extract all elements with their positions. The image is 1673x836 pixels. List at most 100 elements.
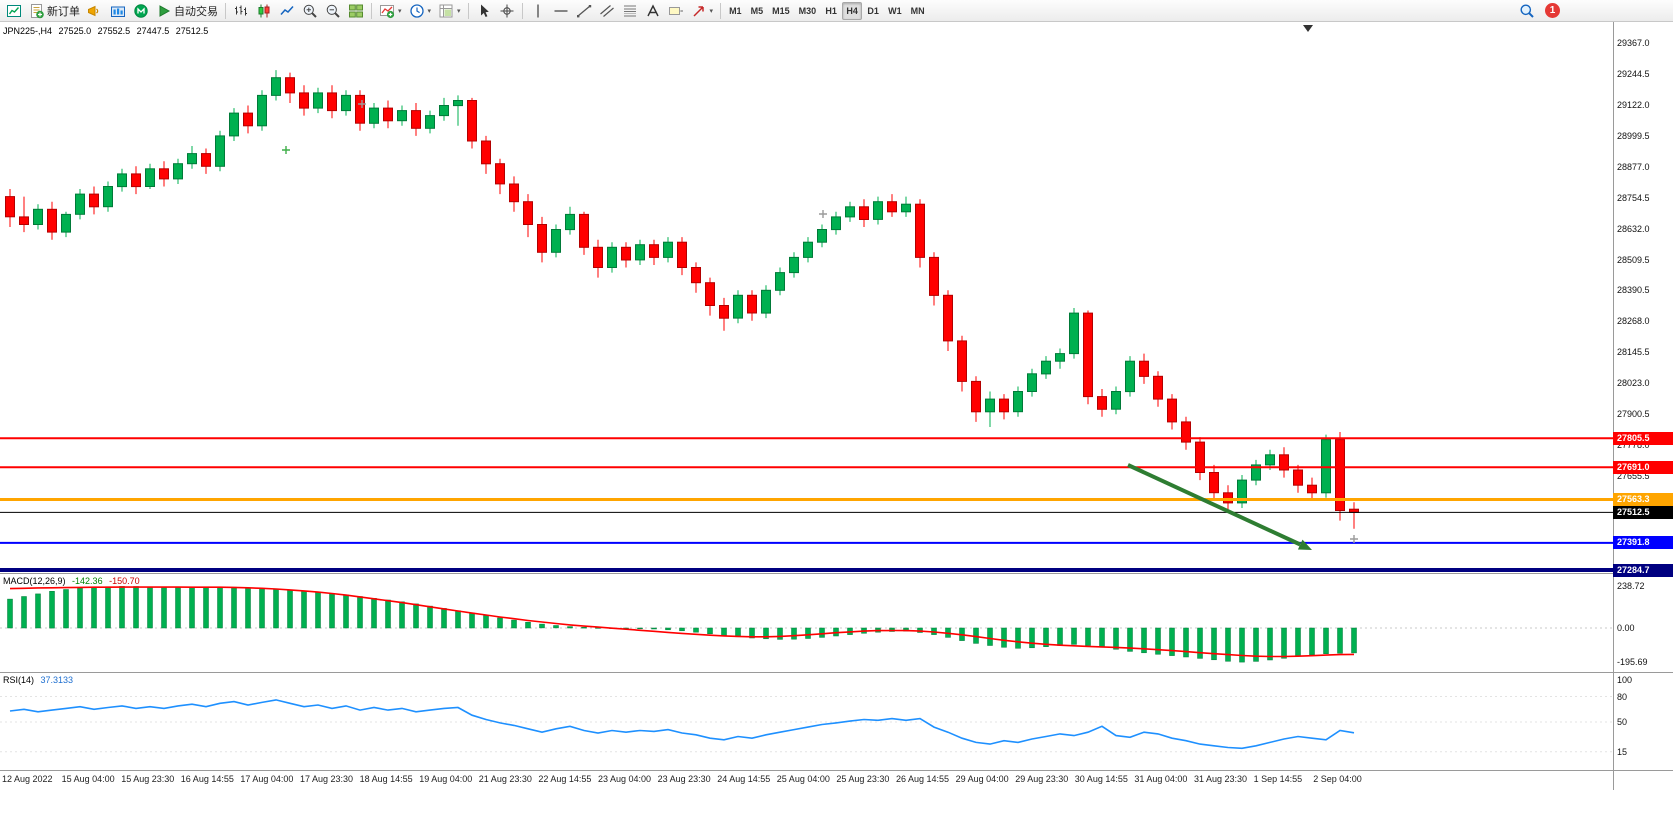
toolbar-separator [225,2,226,19]
price-axis-label: 28999.5 [1617,131,1650,141]
rsi-axis-label: 50 [1617,717,1628,727]
new-order-button-label: 新订单 [47,5,80,18]
search-button[interactable] [1516,1,1538,20]
toolbar-separator [720,2,722,19]
panel-separator [0,573,1673,574]
macd-signal-value: -150.70 [109,576,140,586]
templates-button[interactable]: ▾ [435,1,464,20]
cursor-button[interactable] [473,1,495,20]
chart-window-icon [7,4,21,17]
trendline-icon [576,4,591,17]
time-axis-label: 23 Aug 23:30 [657,774,711,784]
bar-chart-button[interactable] [230,1,252,20]
chart-area: JPN225-,H4 27525.0 27552.5 27447.5 27512… [0,22,1673,836]
indicators-button[interactable]: ▾ [376,1,405,20]
time-axis-label: 25 Aug 04:00 [776,774,830,784]
text-label-button[interactable] [665,1,687,20]
timeframe-w1-button[interactable]: W1 [884,2,906,20]
horizontal-line-button[interactable] [550,1,572,20]
alerts-button[interactable] [84,1,106,20]
time-axis-label: 21 Aug 23:30 [478,774,532,784]
rsi-name: RSI(14) [3,675,35,685]
candles-icon [258,4,270,17]
period-icon [409,3,424,18]
timeframe-m1-button[interactable]: M1 [725,2,746,20]
price-tag-27391.8: 27391.8 [1613,536,1673,550]
time-axis-label: 12 Aug 2022 [2,774,53,784]
trendline-button[interactable] [573,1,595,20]
macd-value: -142.36 [72,576,103,586]
new-order-icon [31,3,44,18]
macd-plot[interactable] [0,573,1613,672]
rsi-value: 37.3133 [40,675,74,685]
hline-icon [554,9,568,12]
price-tag-27284.7: 27284.7 [1613,563,1673,577]
macd-name: MACD(12,26,9) [3,576,66,586]
macd-axis-label: 238.72 [1617,581,1645,592]
chevron-down-icon: ▾ [709,7,714,15]
timeframe-m5-button[interactable]: M5 [747,2,768,20]
arrows-icon [693,5,704,17]
zoom-out-button[interactable] [322,1,344,20]
candlestick-plot[interactable] [0,22,1613,573]
community-button[interactable] [130,1,152,20]
price-axis-label: 28877.0 [1617,162,1650,172]
crosshair-button[interactable] [496,1,518,20]
fibonacci-button[interactable] [619,1,641,20]
macd-axis-label: -195.69 [1617,657,1648,668]
timeframe-m30-button[interactable]: M30 [795,2,821,20]
price-axis-label: 29367.0 [1617,38,1650,48]
profiles-button[interactable] [107,1,129,20]
toolbar-separator [371,2,372,19]
notification-badge[interactable]: 1 [1545,3,1560,18]
horn-icon [88,5,99,16]
rsi-axis-label: 80 [1617,691,1628,702]
time-axis-label: 31 Aug 04:00 [1134,774,1188,784]
price-axis-label: 28390.5 [1617,285,1650,296]
rsi-axis-label: 100 [1617,674,1633,685]
timeframe-h4-button[interactable]: H4 [842,1,863,20]
channel-icon [599,4,614,17]
price-axis-label: 29244.5 [1617,69,1650,79]
close-value: 27512.5 [175,26,209,36]
price-axis-label: 28509.5 [1617,255,1650,265]
toolbar-separator [521,2,523,19]
price-axis-label: 28268.0 [1617,316,1650,327]
autotrade-button[interactable]: 自动交易 [153,1,221,20]
indicators-icon [380,4,395,18]
new-chart-button[interactable] [3,1,25,20]
time-axis-label: 1 Sep 14:55 [1253,774,1303,784]
price-axis-line [1613,22,1614,790]
new-order-button[interactable]: 新订单 [26,1,83,20]
price-axis-label: 29122.0 [1617,100,1650,110]
vertical-line-button[interactable] [527,1,549,20]
community-icon [134,3,148,18]
time-axis-label: 22 Aug 14:55 [538,774,592,784]
time-axis-label: 16 Aug 14:55 [180,774,234,784]
macd-label: MACD(12,26,9) -142.36 -150.70 [3,576,144,586]
arrow-tools-button[interactable]: ▾ [688,1,717,20]
periods-button[interactable]: ▾ [406,1,435,20]
text-button[interactable] [642,1,664,20]
price-axis-label: 27900.5 [1617,409,1650,420]
search-icon [1520,4,1534,18]
timeframe-mn-button[interactable]: MN [907,2,929,20]
channel-button[interactable] [596,1,618,20]
tile-windows-button[interactable] [345,1,367,20]
timeframe-m15-button[interactable]: M15 [768,2,794,20]
vline-icon [536,4,539,17]
time-axis-label: 19 Aug 04:00 [419,774,473,784]
text-icon [646,3,659,16]
price-axis-label: 27778.0 [1617,440,1650,451]
time-axis-label: 23 Aug 04:00 [598,774,652,784]
tile-windows-icon [349,4,363,17]
timeframe-h1-button[interactable]: H1 [821,2,841,20]
rsi-plot[interactable] [0,672,1613,770]
zoom-in-button[interactable] [299,1,321,20]
crosshair-icon [500,4,514,17]
timeframe-d1-button[interactable]: D1 [863,2,883,20]
candlestick-chart-button[interactable] [253,1,275,20]
chevron-down-icon: ▾ [427,7,432,15]
line-chart-button[interactable] [276,1,298,20]
